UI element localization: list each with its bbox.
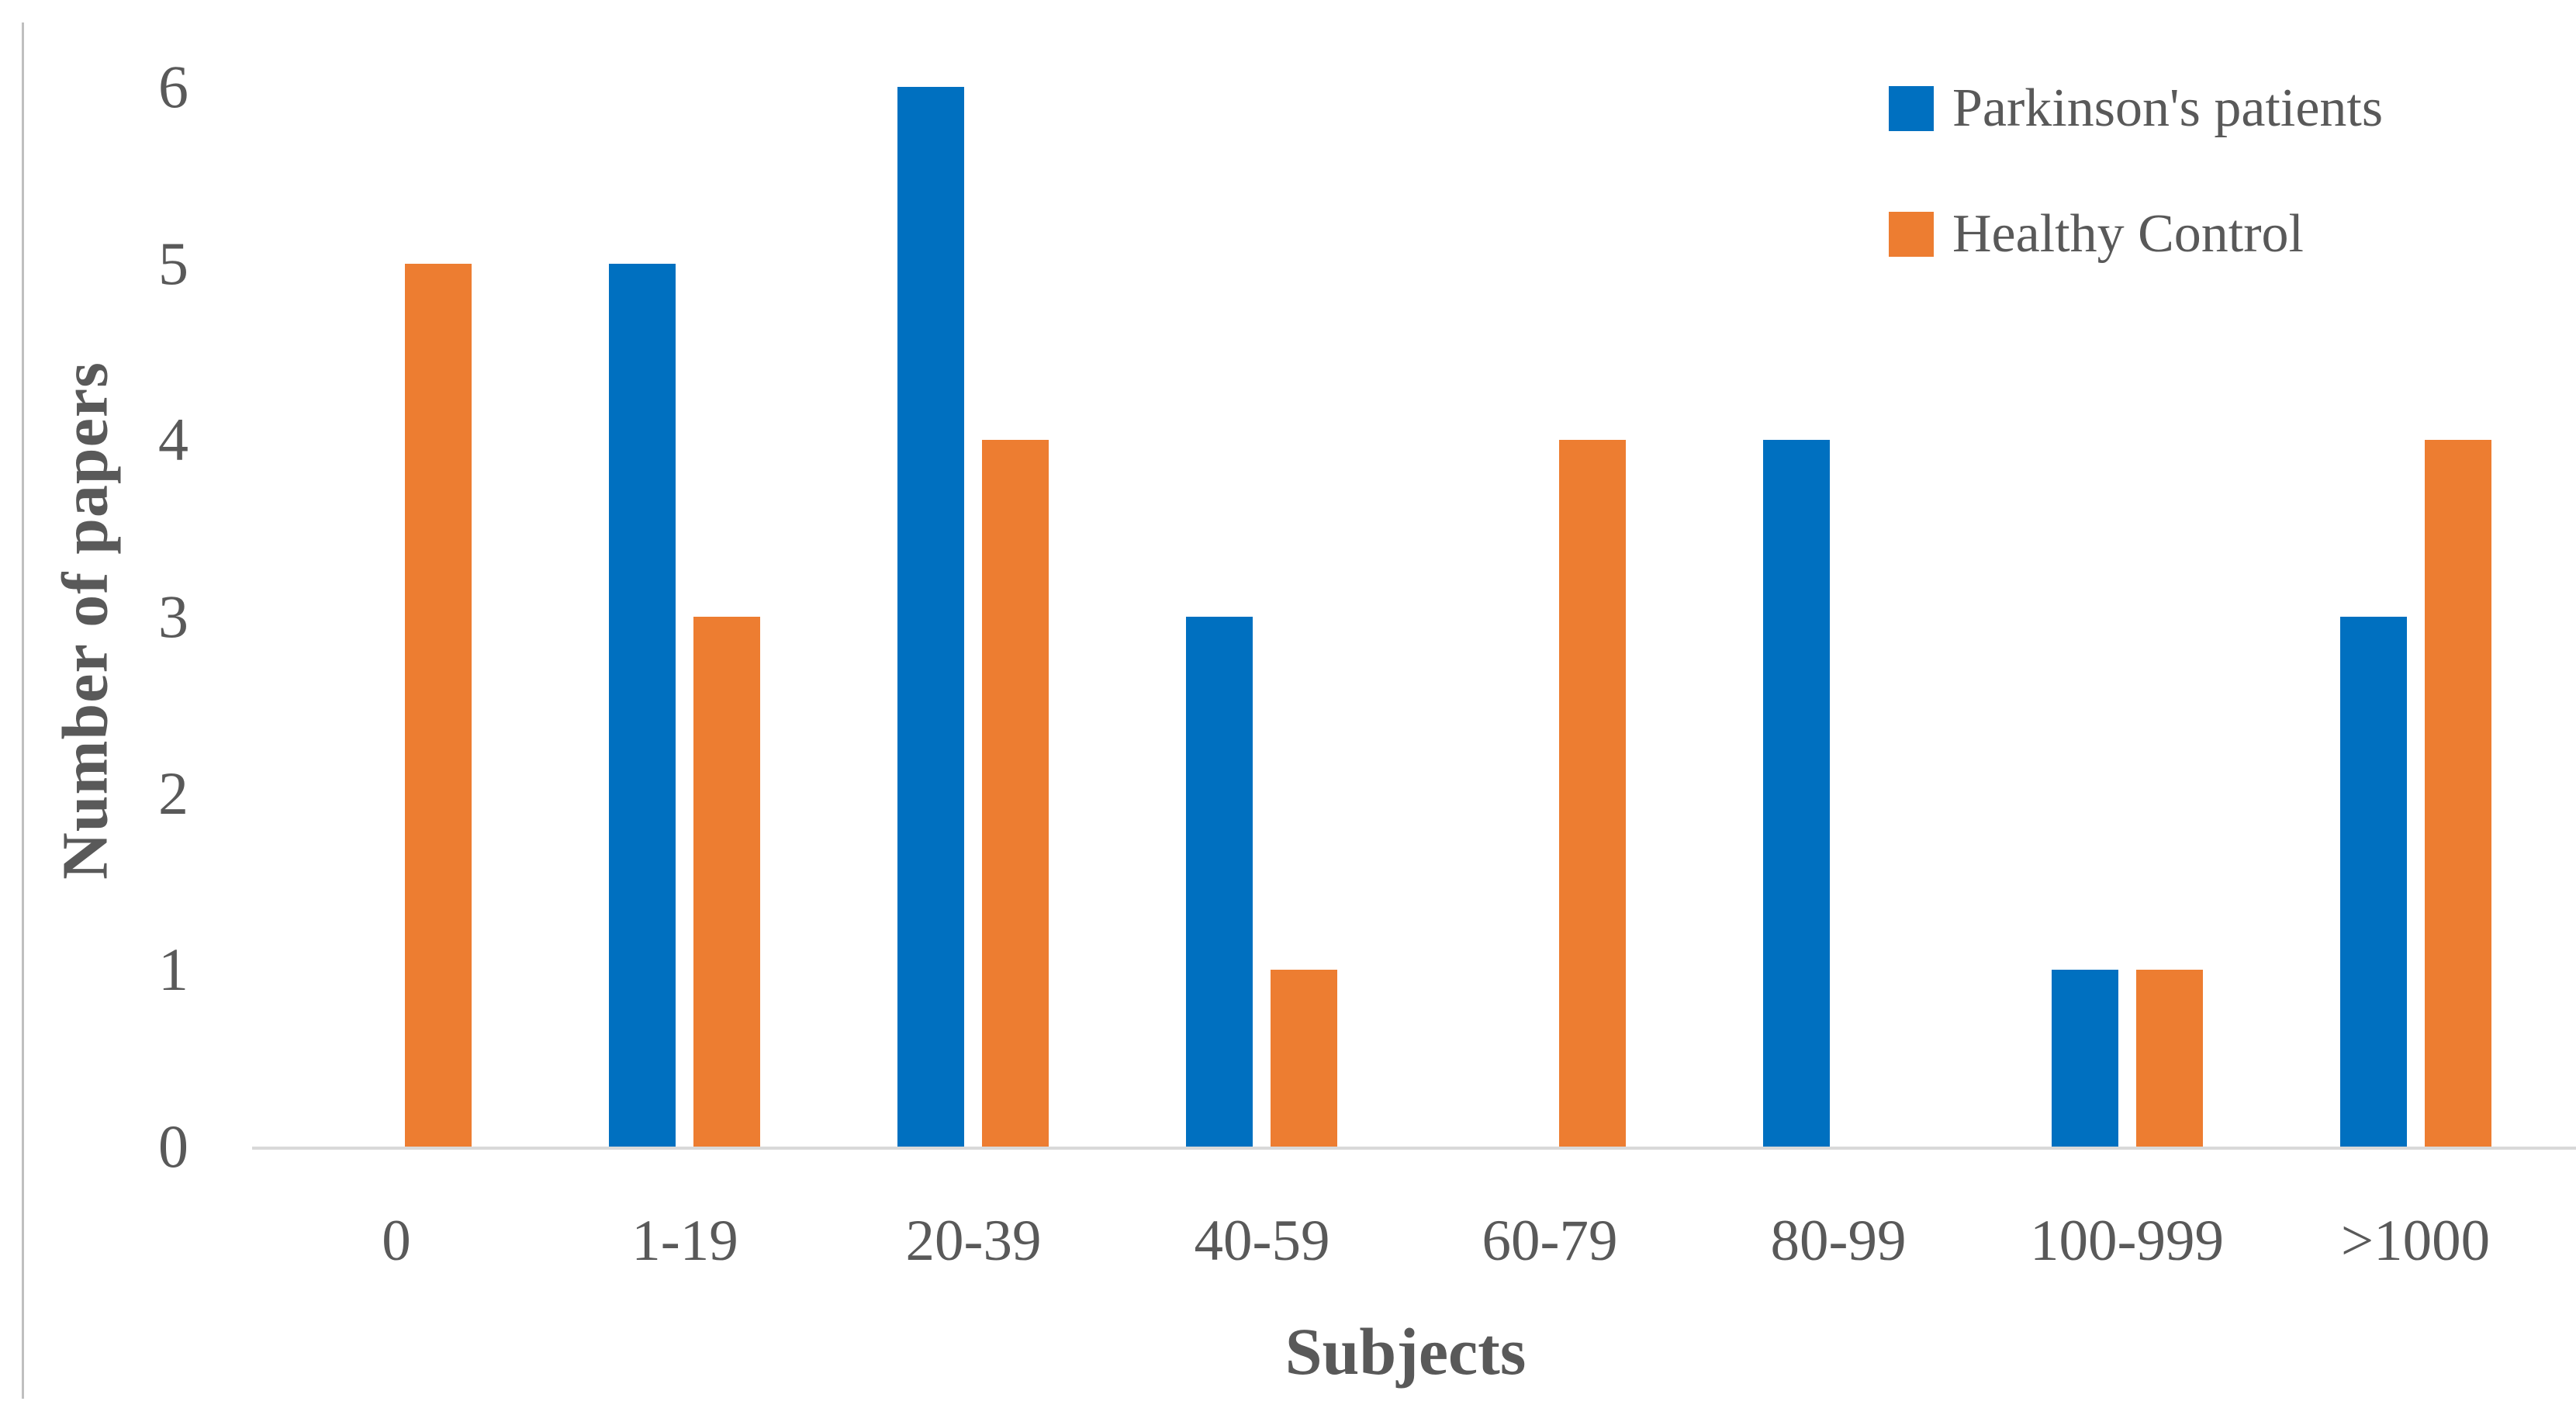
x-tick-label-1000: >1000	[2340, 1209, 2491, 1273]
x-tick-label-40-59: 40-59	[1194, 1209, 1330, 1273]
y-tick-label-6: 6	[158, 53, 188, 120]
x-axis-title: Subjects	[1285, 1314, 1527, 1389]
y-tick-label-0: 0	[158, 1112, 188, 1180]
x-tick-label-1-19: 1-19	[631, 1209, 738, 1273]
legend: Parkinson's patients Healthy Control	[1889, 81, 2383, 261]
legend-label-healthy-control: Healthy Control	[1952, 204, 2304, 264]
bar-healthy-control-1-19	[693, 617, 760, 1147]
bar-healthy-control-1000	[2425, 440, 2491, 1147]
x-tick-label-20-39: 20-39	[905, 1209, 1042, 1273]
plot-area	[252, 87, 2560, 1147]
x-axis-baseline	[252, 1147, 2576, 1150]
y-tick-label-4: 4	[158, 406, 188, 474]
x-tick-label-100-999: 100-999	[2030, 1209, 2224, 1273]
bar-healthy-control-60-79	[1559, 440, 1626, 1147]
bar-parkinson-s-patients-80-99	[1763, 440, 1830, 1147]
legend-label-parkinsons-patients: Parkinson's patients	[1952, 78, 2384, 138]
legend-item-healthy-control: Healthy Control	[1889, 207, 2383, 261]
bar-healthy-control-100-999	[2136, 970, 2203, 1147]
x-tick-label-80-99: 80-99	[1770, 1209, 1907, 1273]
x-tick-label-60-79: 60-79	[1482, 1209, 1618, 1273]
y-tick-label-1: 1	[158, 936, 188, 1004]
bar-healthy-control-0	[405, 264, 472, 1147]
y-tick-label-5: 5	[158, 229, 188, 297]
y-tick-label-2: 2	[158, 759, 188, 827]
legend-item-parkinsons-patients: Parkinson's patients	[1889, 81, 2383, 136]
bar-parkinson-s-patients-20-39	[897, 87, 964, 1147]
bar-healthy-control-20-39	[982, 440, 1049, 1147]
legend-swatch-parkinsons-patients	[1889, 86, 1934, 131]
bar-parkinson-s-patients-1-19	[609, 264, 676, 1147]
bar-healthy-control-40-59	[1271, 970, 1337, 1147]
legend-swatch-healthy-control	[1889, 212, 1934, 257]
figure-left-border-line	[22, 22, 24, 1399]
bar-parkinson-s-patients-40-59	[1186, 617, 1253, 1147]
bar-parkinson-s-patients-1000	[2340, 617, 2407, 1147]
x-tick-label-0: 0	[382, 1209, 411, 1273]
bar-parkinson-s-patients-100-999	[2052, 970, 2118, 1147]
y-tick-label-3: 3	[158, 583, 188, 650]
